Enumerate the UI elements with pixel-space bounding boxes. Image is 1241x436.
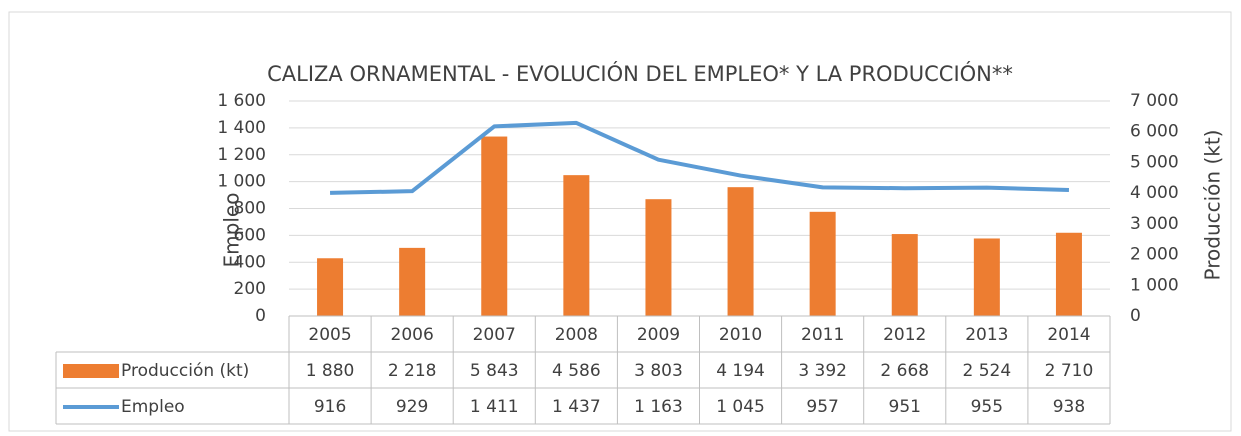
x-tick-label: 2011: [801, 325, 844, 345]
bar: [973, 238, 1000, 316]
table-cell: 955: [971, 397, 1003, 417]
y-axis-title: Empleo: [220, 193, 244, 268]
x-tick-label: 2007: [473, 325, 516, 345]
x-tick-label: 2006: [391, 325, 434, 345]
bar: [891, 234, 918, 316]
table-cell: 3 392: [798, 361, 847, 381]
bar: [1055, 232, 1082, 316]
table-cell: 916: [314, 397, 346, 417]
x-tick-label: 2009: [637, 325, 680, 345]
y-tick-label: 1 000: [217, 172, 266, 192]
x-tick-label: 2010: [719, 325, 762, 345]
bar: [563, 175, 590, 316]
y-tick-label: 200: [234, 279, 266, 299]
bar: [317, 258, 344, 316]
y-tick-label: 800: [234, 199, 266, 219]
table-cell: 2 668: [880, 361, 929, 381]
bar: [727, 187, 754, 316]
x-tick-label: 2014: [1047, 325, 1090, 345]
y2-tick-label: 7 000: [1130, 91, 1179, 111]
y-tick-label: 1 600: [217, 91, 266, 111]
y-tick-label: 600: [234, 225, 266, 245]
bar: [481, 136, 508, 316]
table-cell: 938: [1053, 397, 1085, 417]
table-cell: 1 045: [716, 397, 765, 417]
y2-tick-label: 2 000: [1130, 245, 1179, 265]
x-tick-label: 2008: [555, 325, 598, 345]
y-tick-label: 400: [234, 252, 266, 272]
x-tick-label: 2013: [965, 325, 1008, 345]
table-cell: 951: [889, 397, 921, 417]
bar: [645, 199, 672, 316]
legend-key: [63, 364, 119, 378]
y2-tick-label: 0: [1130, 306, 1141, 326]
y-tick-label: 1 200: [217, 145, 266, 165]
table-cell: 929: [396, 397, 428, 417]
y-tick-label: 0: [255, 306, 266, 326]
table-cell: 1 880: [306, 361, 355, 381]
table-cell: 4 586: [552, 361, 601, 381]
table-cell: 2 218: [388, 361, 437, 381]
table-cell: 4 194: [716, 361, 765, 381]
x-tick-label: 2012: [883, 325, 926, 345]
legend-label: Producción (kt): [121, 361, 249, 381]
bar: [809, 211, 836, 316]
table-cell: 2 524: [963, 361, 1012, 381]
table-cell: 1 163: [634, 397, 683, 417]
bar: [399, 247, 426, 316]
y2-axis-title: Producción (kt): [1201, 130, 1225, 281]
legend-label: Empleo: [121, 397, 185, 417]
line: [330, 120, 1070, 195]
y2-tick-label: 5 000: [1130, 152, 1179, 172]
y2-tick-label: 6 000: [1130, 122, 1179, 142]
table-cell: 1 411: [470, 397, 519, 417]
y-tick-label: 1 400: [217, 118, 266, 138]
y2-tick-label: 1 000: [1130, 275, 1179, 295]
chart-title: CALIZA ORNAMENTAL - EVOLUCIÓN DEL EMPLEO…: [267, 61, 1013, 86]
table-cell: 3 803: [634, 361, 683, 381]
x-tick-label: 2005: [308, 325, 351, 345]
table-cell: 5 843: [470, 361, 519, 381]
y2-tick-label: 4 000: [1130, 183, 1179, 203]
table-cell: 957: [806, 397, 838, 417]
y2-tick-label: 3 000: [1130, 214, 1179, 234]
chart-border: [8, 11, 1232, 432]
table-cell: 2 710: [1045, 361, 1094, 381]
table-cell: 1 437: [552, 397, 601, 417]
